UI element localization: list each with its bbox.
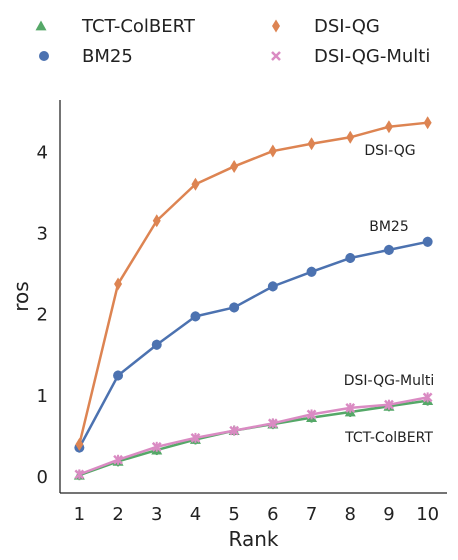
data-point-dsi-qg xyxy=(114,277,123,291)
series-line-dsi-qg xyxy=(78,121,428,445)
data-point-dsi-qg-multi xyxy=(422,392,433,403)
annotation-dsi-qg: DSI-QG xyxy=(364,143,415,159)
data-point-bm25 xyxy=(383,244,394,255)
x-tick-label: 2 xyxy=(112,504,123,525)
y-tick-label: 0 xyxy=(37,467,48,488)
y-axis-title: ros xyxy=(9,281,33,311)
data-point-bm25 xyxy=(422,236,433,247)
series-layer xyxy=(73,116,434,481)
legend-label-dsi-qg: DSI-QG xyxy=(314,16,380,37)
legend: TCT-ColBERT BM25 DSI-QG DSI-QG-Multi xyxy=(35,16,430,67)
data-point-dsi-qg xyxy=(307,137,316,151)
data-point-dsi-qg xyxy=(230,159,239,173)
annotation-tct-colbert: TCT-ColBERT xyxy=(344,430,433,446)
legend-label-dsi-qg-multi: DSI-QG-Multi xyxy=(314,46,430,67)
legend-marker-tct-colbert xyxy=(35,20,47,31)
x-tick-label: 8 xyxy=(345,504,356,525)
data-point-dsi-qg xyxy=(152,214,161,228)
x-tick-label: 3 xyxy=(151,504,162,525)
legend-marker-dsi-qg xyxy=(272,19,280,33)
data-point-dsi-qg-multi xyxy=(306,409,317,420)
data-point-dsi-qg xyxy=(191,177,200,191)
y-tick-label: 1 xyxy=(37,386,48,407)
x-tick-label: 6 xyxy=(267,504,278,525)
series-dsi-qg xyxy=(75,116,432,451)
legend-item-dsi-qg: DSI-QG xyxy=(272,16,380,37)
legend-label-bm25: BM25 xyxy=(82,46,133,67)
series-dsi-qg-multi xyxy=(74,392,433,480)
x-tick-label: 9 xyxy=(383,504,394,525)
legend-item-tct-colbert: TCT-ColBERT xyxy=(35,16,196,37)
data-point-dsi-qg xyxy=(346,130,355,144)
annotation-layer: DSI-QG BM25 DSI-QG-Multi TCT-ColBERT xyxy=(344,143,435,446)
data-point-bm25 xyxy=(113,370,124,381)
x-tick-label: 10 xyxy=(416,504,439,525)
data-point-dsi-qg-multi xyxy=(345,403,356,413)
data-point-dsi-qg-multi xyxy=(229,425,240,436)
series-line-dsi-qg-multi xyxy=(78,396,428,476)
data-point-dsi-qg xyxy=(384,120,393,134)
data-point-bm25 xyxy=(229,302,240,313)
x-tick-label: 5 xyxy=(228,504,239,525)
y-tick-label: 2 xyxy=(37,305,48,326)
axes: 0 1 2 3 4 1 2 3 4 5 6 7 8 9 10 Rank ros xyxy=(9,100,447,551)
data-point-dsi-qg-multi xyxy=(190,433,201,443)
data-point-dsi-qg xyxy=(423,116,432,130)
legend-marker-dsi-qg-multi xyxy=(271,51,281,61)
x-tick-label: 1 xyxy=(74,504,85,525)
data-point-dsi-qg-multi xyxy=(384,399,394,410)
legend-marker-bm25 xyxy=(39,51,49,61)
data-point-bm25 xyxy=(151,339,162,350)
data-point-dsi-qg-multi xyxy=(113,454,123,465)
x-tick-label: 7 xyxy=(306,504,317,525)
data-point-dsi-qg xyxy=(75,437,84,451)
y-tick-label: 3 xyxy=(37,224,48,245)
legend-item-dsi-qg-multi: DSI-QG-Multi xyxy=(271,46,430,67)
annotation-bm25: BM25 xyxy=(369,219,409,235)
x-tick-label: 4 xyxy=(190,504,201,525)
data-point-dsi-qg-multi xyxy=(74,469,85,480)
x-axis-title: Rank xyxy=(229,527,279,551)
series-bm25 xyxy=(74,236,433,453)
legend-label-tct-colbert: TCT-ColBERT xyxy=(81,16,196,37)
data-point-bm25 xyxy=(190,311,201,322)
data-point-dsi-qg-multi xyxy=(267,418,278,429)
data-point-bm25 xyxy=(345,253,356,264)
data-point-dsi-qg xyxy=(268,144,277,158)
series-line-bm25 xyxy=(78,240,428,449)
y-tick-label: 4 xyxy=(37,143,48,164)
data-point-bm25 xyxy=(267,281,278,292)
legend-item-bm25: BM25 xyxy=(39,46,133,67)
annotation-dsi-qg-multi: DSI-QG-Multi xyxy=(344,373,435,389)
data-point-bm25 xyxy=(306,266,317,277)
data-point-dsi-qg-multi xyxy=(151,441,162,452)
